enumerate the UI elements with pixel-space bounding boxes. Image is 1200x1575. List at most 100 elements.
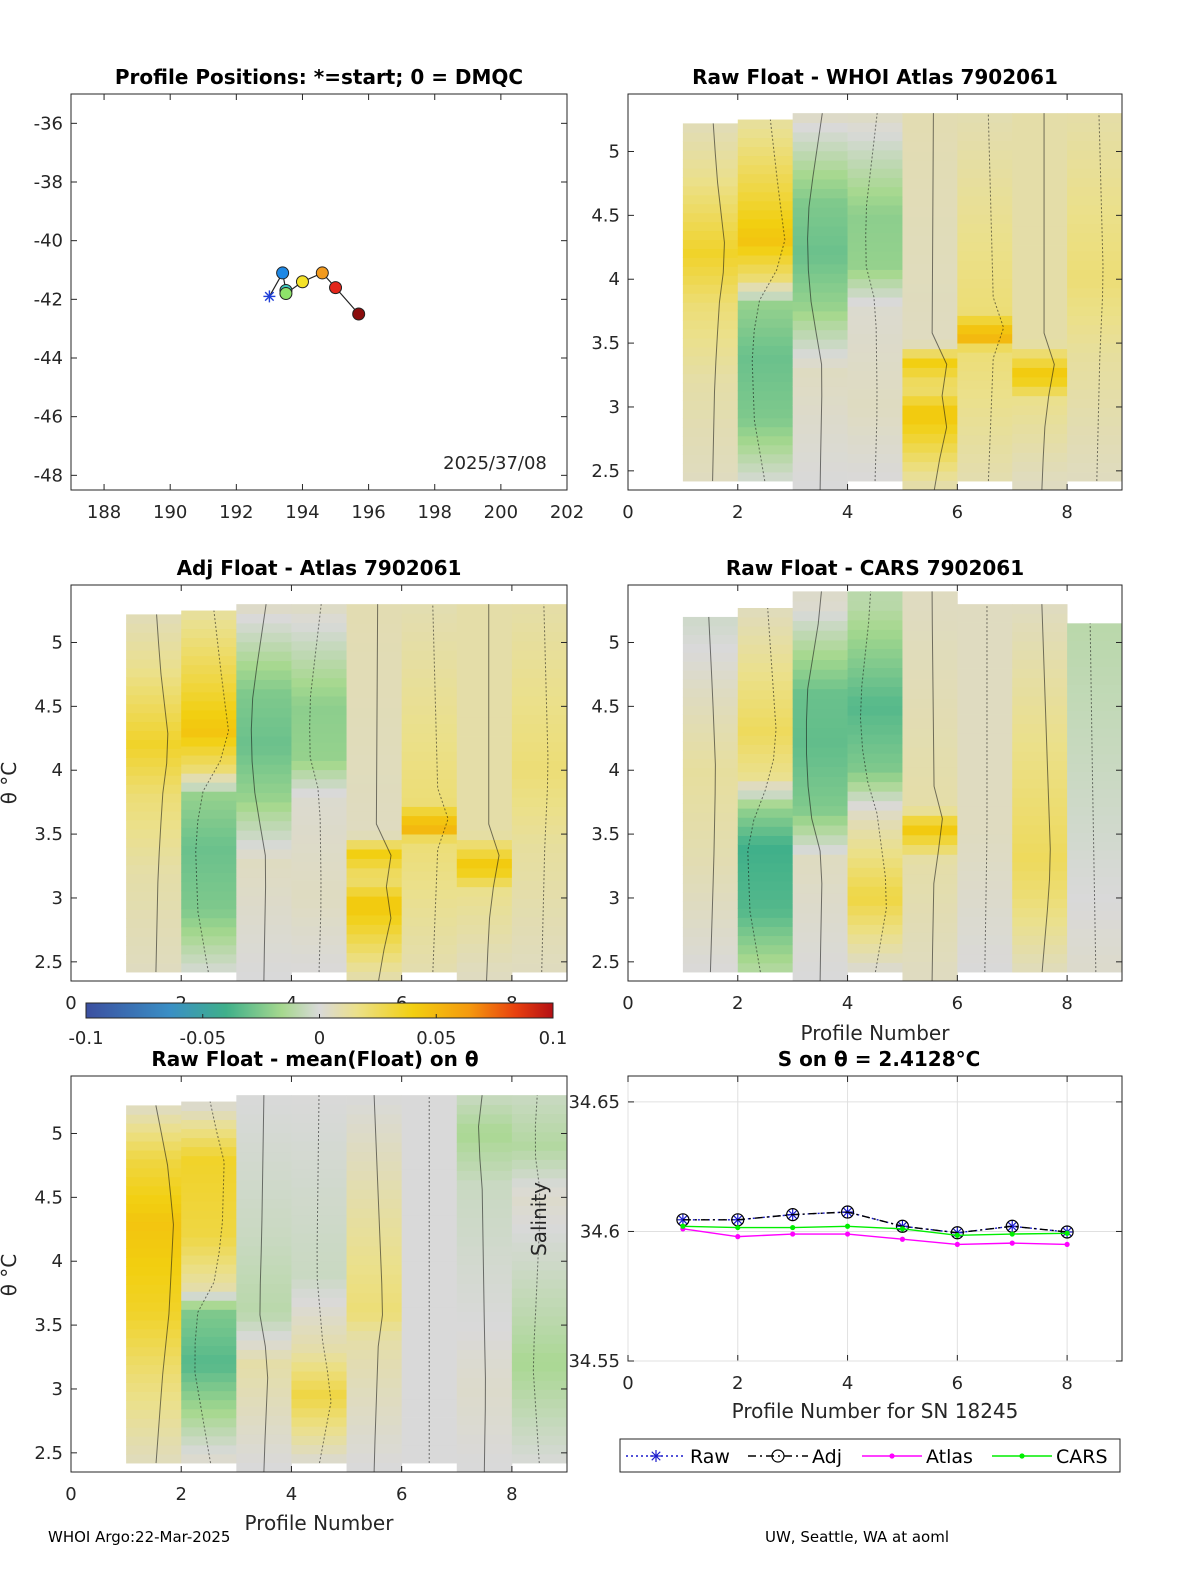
heatmap-cell — [401, 1251, 458, 1262]
heatmap-cell — [847, 361, 903, 372]
heatmap-cell — [126, 873, 182, 884]
heatmap-cell — [291, 1279, 347, 1289]
heatmap-cell — [456, 1236, 513, 1247]
x-tick-label: 8 — [1061, 502, 1072, 523]
heatmap-cell — [682, 909, 739, 920]
heatmap-cell — [1067, 963, 1123, 973]
heatmap-cell — [236, 1443, 292, 1454]
heatmap-cell — [346, 1274, 403, 1284]
heatmap-cell — [236, 764, 292, 775]
heatmap-cell — [181, 872, 237, 883]
heatmap-cell — [847, 168, 903, 178]
heatmap-cell — [792, 747, 848, 758]
heatmap-cell — [847, 724, 903, 735]
legend-label: CARS — [1056, 1446, 1108, 1468]
heatmap-cell — [737, 228, 794, 238]
heatmap-cell — [236, 1161, 292, 1171]
heatmap-cell — [1067, 389, 1123, 399]
heatmap-cell — [456, 670, 513, 680]
heatmap-cell — [181, 737, 237, 747]
heatmap-cell — [847, 343, 903, 353]
heatmap-cell — [291, 751, 347, 761]
heatmap-cell — [957, 870, 1013, 881]
heatmap-cell — [792, 348, 848, 359]
heatmap-cell — [957, 622, 1013, 633]
heatmap-cell — [236, 849, 292, 859]
heatmap-cell — [456, 1132, 513, 1143]
heatmap-cell — [1067, 416, 1123, 427]
heatmap-cell — [737, 372, 794, 383]
heatmap-cell — [902, 679, 958, 690]
heatmap-cell — [511, 1407, 568, 1418]
heatmap-cell — [682, 364, 739, 375]
heatmap-cell — [792, 424, 848, 434]
heatmap-cell — [902, 461, 958, 472]
heatmap-cell — [902, 179, 958, 189]
heatmap-cell — [236, 754, 292, 765]
heatmap-cell — [792, 737, 848, 748]
heatmap-cell — [181, 881, 237, 892]
heatmap-cell — [682, 159, 739, 169]
heatmap-cell — [737, 363, 794, 374]
heatmap-cell — [236, 1198, 292, 1209]
heatmap-cell — [401, 1371, 458, 1381]
heatmap-cell — [957, 131, 1013, 142]
heatmap-cell — [346, 1245, 403, 1256]
heatmap-cell — [511, 1288, 568, 1298]
legend-label: Adj — [812, 1446, 842, 1468]
heatmap-cell — [737, 408, 794, 419]
heatmap-cell — [682, 472, 739, 482]
heatmap-cell — [1067, 343, 1123, 353]
heatmap-cell — [1012, 852, 1068, 863]
positions-axes — [70, 93, 568, 491]
atlas-point — [1009, 1240, 1015, 1246]
heatmap-cell — [792, 912, 848, 923]
heatmap-cell — [1067, 177, 1123, 188]
heatmap-cell — [346, 896, 403, 907]
heatmap-cell — [236, 717, 292, 728]
heatmap-cell — [126, 757, 182, 767]
heatmap-cell — [1067, 435, 1123, 445]
heatmap-cell — [847, 857, 903, 868]
heatmap-cell — [847, 914, 903, 925]
heatmap-cell — [236, 745, 292, 756]
heatmap-cell — [902, 320, 958, 331]
heatmap-cell — [291, 1223, 347, 1234]
heatmap-cell — [1012, 916, 1068, 927]
heatmap-cell — [401, 1214, 458, 1225]
heatmap-cell — [1012, 367, 1068, 378]
heatmap-cell — [181, 800, 237, 810]
heatmap-cell — [902, 795, 958, 807]
heatmap-cell — [181, 1264, 237, 1274]
heatmap-cell — [847, 619, 903, 630]
heatmap-cell — [291, 935, 347, 945]
heatmap-cell — [902, 718, 958, 729]
heatmap-cell — [847, 435, 903, 445]
heatmap-cell — [511, 843, 568, 853]
heatmap-cell — [847, 667, 903, 678]
heatmap-cell — [181, 1408, 237, 1419]
heatmap-cell — [792, 188, 848, 199]
heatmap-cell — [1012, 461, 1068, 472]
heatmap-cell — [346, 1142, 403, 1153]
heatmap-cell — [511, 815, 568, 826]
heatmap-cell — [957, 260, 1013, 270]
heatmap-cell — [456, 1189, 513, 1200]
heatmap-cell — [456, 1245, 513, 1256]
heatmap-cell — [181, 637, 237, 648]
heatmap-cell — [181, 1101, 237, 1111]
heatmap-cell — [1067, 232, 1123, 243]
heatmap-cell — [737, 354, 794, 364]
heatmap-cell — [181, 836, 237, 846]
star-stroke — [264, 291, 275, 302]
heatmap-cell — [737, 300, 794, 310]
heatmap-cell — [737, 128, 794, 139]
heatmap-cell — [1067, 297, 1123, 307]
heatmap-cell — [682, 803, 739, 813]
heatmap-cell — [902, 197, 958, 208]
heatmap-cell — [126, 712, 182, 723]
heatmap-cell — [511, 696, 568, 706]
heatmap-cell — [737, 644, 794, 654]
heatmap-cell — [126, 1328, 182, 1339]
heatmap-cell — [181, 1454, 237, 1464]
